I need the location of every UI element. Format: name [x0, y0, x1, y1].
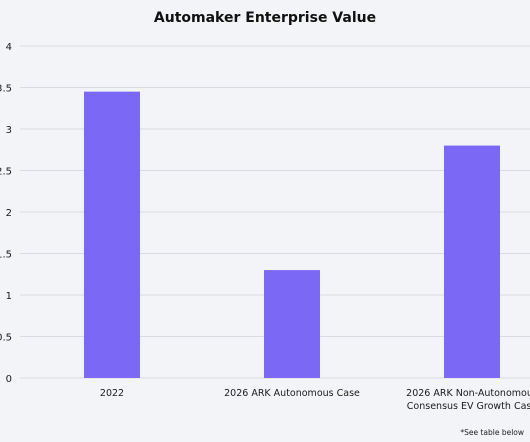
y-tick-label: 3.5 [0, 84, 12, 95]
bar [84, 91, 140, 379]
y-tick-label: 0.5 [0, 333, 12, 344]
y-tick-label: 1 [6, 291, 12, 302]
bar [264, 270, 320, 378]
y-tick-label: 0 [6, 374, 12, 385]
y-tick-label: 2.5 [0, 167, 12, 178]
chart-title: Automaker Enterprise Value [153, 10, 377, 26]
y-tick-label: 4 [6, 42, 12, 53]
bar [444, 145, 500, 378]
x-tick-label: 2026 ARK Autonomous Case [224, 388, 360, 399]
x-tick-label: Consensus EV Growth Case [407, 401, 530, 412]
x-tick-label: 2022 [100, 388, 124, 399]
y-tick-label: 3 [6, 125, 12, 136]
y-tick-label: 1.5 [0, 250, 12, 261]
y-tick-label: 2 [6, 208, 12, 219]
x-tick-label: 2026 ARK Non-Autonomous [406, 388, 530, 399]
footnote: *See table below [460, 428, 524, 437]
